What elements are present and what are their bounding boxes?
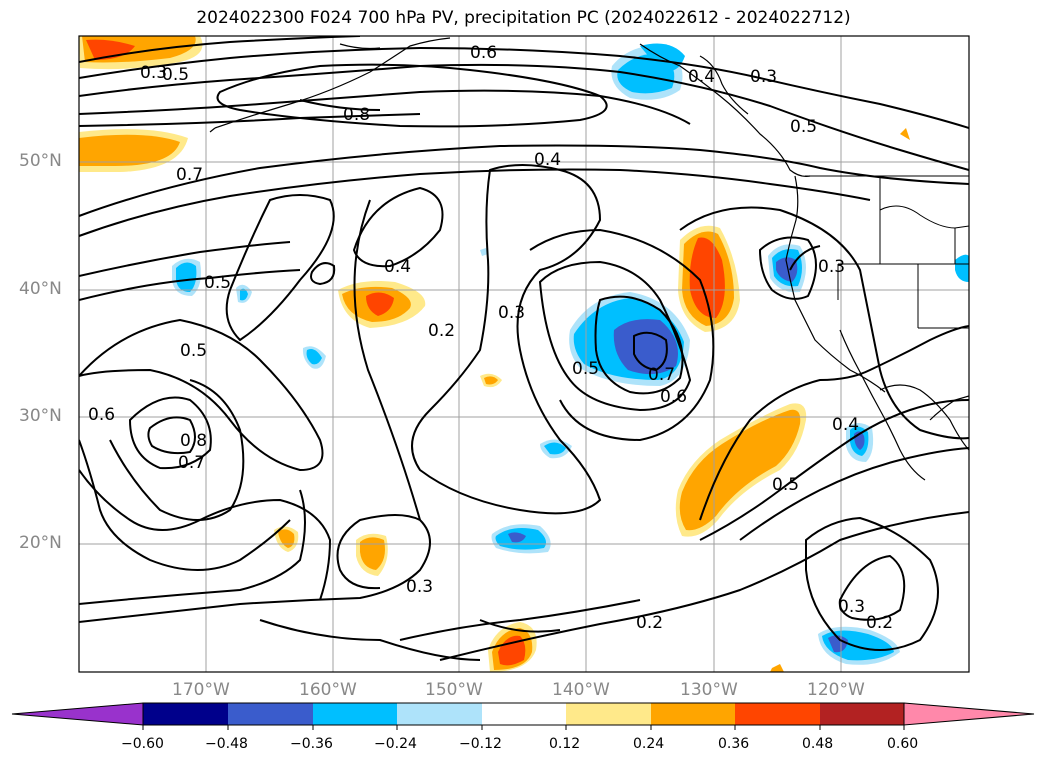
- lon-label-120w: 120°W: [807, 680, 865, 700]
- contour-label: 0.6: [660, 387, 687, 407]
- contour-label: 0.4: [832, 415, 859, 435]
- contour-label: 0.8: [180, 431, 207, 451]
- colorbar-tick-label: −0.24: [374, 736, 417, 752]
- contour-label: 0.6: [470, 43, 497, 63]
- colorbar: [11, 702, 1035, 730]
- colorbar-segment: [228, 703, 313, 725]
- contour-label: 0.4: [688, 67, 715, 87]
- contour-label: 0.5: [162, 65, 189, 85]
- colorbar-segment: [397, 703, 482, 725]
- contour-label: 0.8: [343, 105, 370, 125]
- precip-shading: [79, 36, 969, 672]
- lon-label-150w: 150°W: [425, 680, 483, 700]
- contour-label: 0.3: [406, 577, 433, 597]
- pv-contours: [79, 36, 969, 661]
- colorbar-tick-label: −0.60: [121, 736, 164, 752]
- contour-label: 0.5: [772, 475, 799, 495]
- contour-label: 0.3: [498, 303, 525, 323]
- colorbar-tick-label: −0.36: [290, 736, 333, 752]
- contour-label: 0.3: [140, 63, 167, 83]
- colorbar-segment: [143, 703, 228, 725]
- colorbar-tick-label: 0.12: [549, 736, 581, 752]
- contour-labels: 0.6 0.3 0.4 0.5 0.8 0.7 0.4 0.5 0.5 0.5 …: [88, 43, 893, 633]
- colorbar-segment: [820, 703, 904, 725]
- lat-label-30n: 30°N: [19, 406, 62, 426]
- political-borders: [805, 175, 969, 329]
- colorbar-tick-label: 0.36: [718, 736, 750, 752]
- lon-label-140w: 140°W: [552, 680, 610, 700]
- lon-label-170w: 170°W: [172, 680, 230, 700]
- colorbar-tick-label: 0.24: [633, 736, 665, 752]
- contour-label: 0.5: [572, 359, 599, 379]
- contour-label: 0.5: [180, 341, 207, 361]
- contour-label: 0.7: [648, 365, 675, 385]
- lon-label-130w: 130°W: [680, 680, 738, 700]
- colorbar-tick-label: 0.48: [802, 736, 834, 752]
- contour-label: 0.7: [178, 453, 205, 473]
- colorbar-segment: [313, 703, 397, 725]
- contour-label: 0.3: [838, 597, 865, 617]
- map-frame: [78, 35, 970, 673]
- contour-label: 0.6: [88, 405, 115, 425]
- colorbar-over-arrow: [903, 702, 1035, 726]
- contour-label: 0.3: [750, 67, 777, 87]
- colorbar-under-arrow: [11, 702, 144, 726]
- contour-label: 0.5: [790, 117, 817, 137]
- colorbar-segment: [735, 703, 820, 725]
- colorbar-tick-label: 0.60: [887, 736, 919, 752]
- contour-label: 0.2: [428, 321, 455, 341]
- contour-label: 0.3: [818, 257, 845, 277]
- colorbar-segment: [566, 703, 651, 725]
- contour-label: 0.7: [176, 165, 203, 185]
- contour-label: 0.5: [204, 273, 231, 293]
- lat-label-40n: 40°N: [19, 279, 62, 299]
- lat-label-20n: 20°N: [19, 533, 62, 553]
- lon-label-160w: 160°W: [299, 680, 357, 700]
- colorbar-tick-label: −0.48: [205, 736, 248, 752]
- contour-label: 0.2: [866, 613, 893, 633]
- colorbar-segment: [482, 703, 566, 725]
- colorbar-tick-label: −0.12: [459, 736, 502, 752]
- colorbar-segment: [651, 703, 735, 725]
- lat-label-50n: 50°N: [19, 151, 62, 171]
- map-title: 2024022300 F024 700 hPa PV, precipitatio…: [196, 8, 851, 28]
- contour-label: 0.4: [534, 150, 561, 170]
- graticule: [79, 36, 969, 672]
- contour-label: 0.2: [636, 613, 663, 633]
- contour-label: 0.4: [384, 257, 411, 277]
